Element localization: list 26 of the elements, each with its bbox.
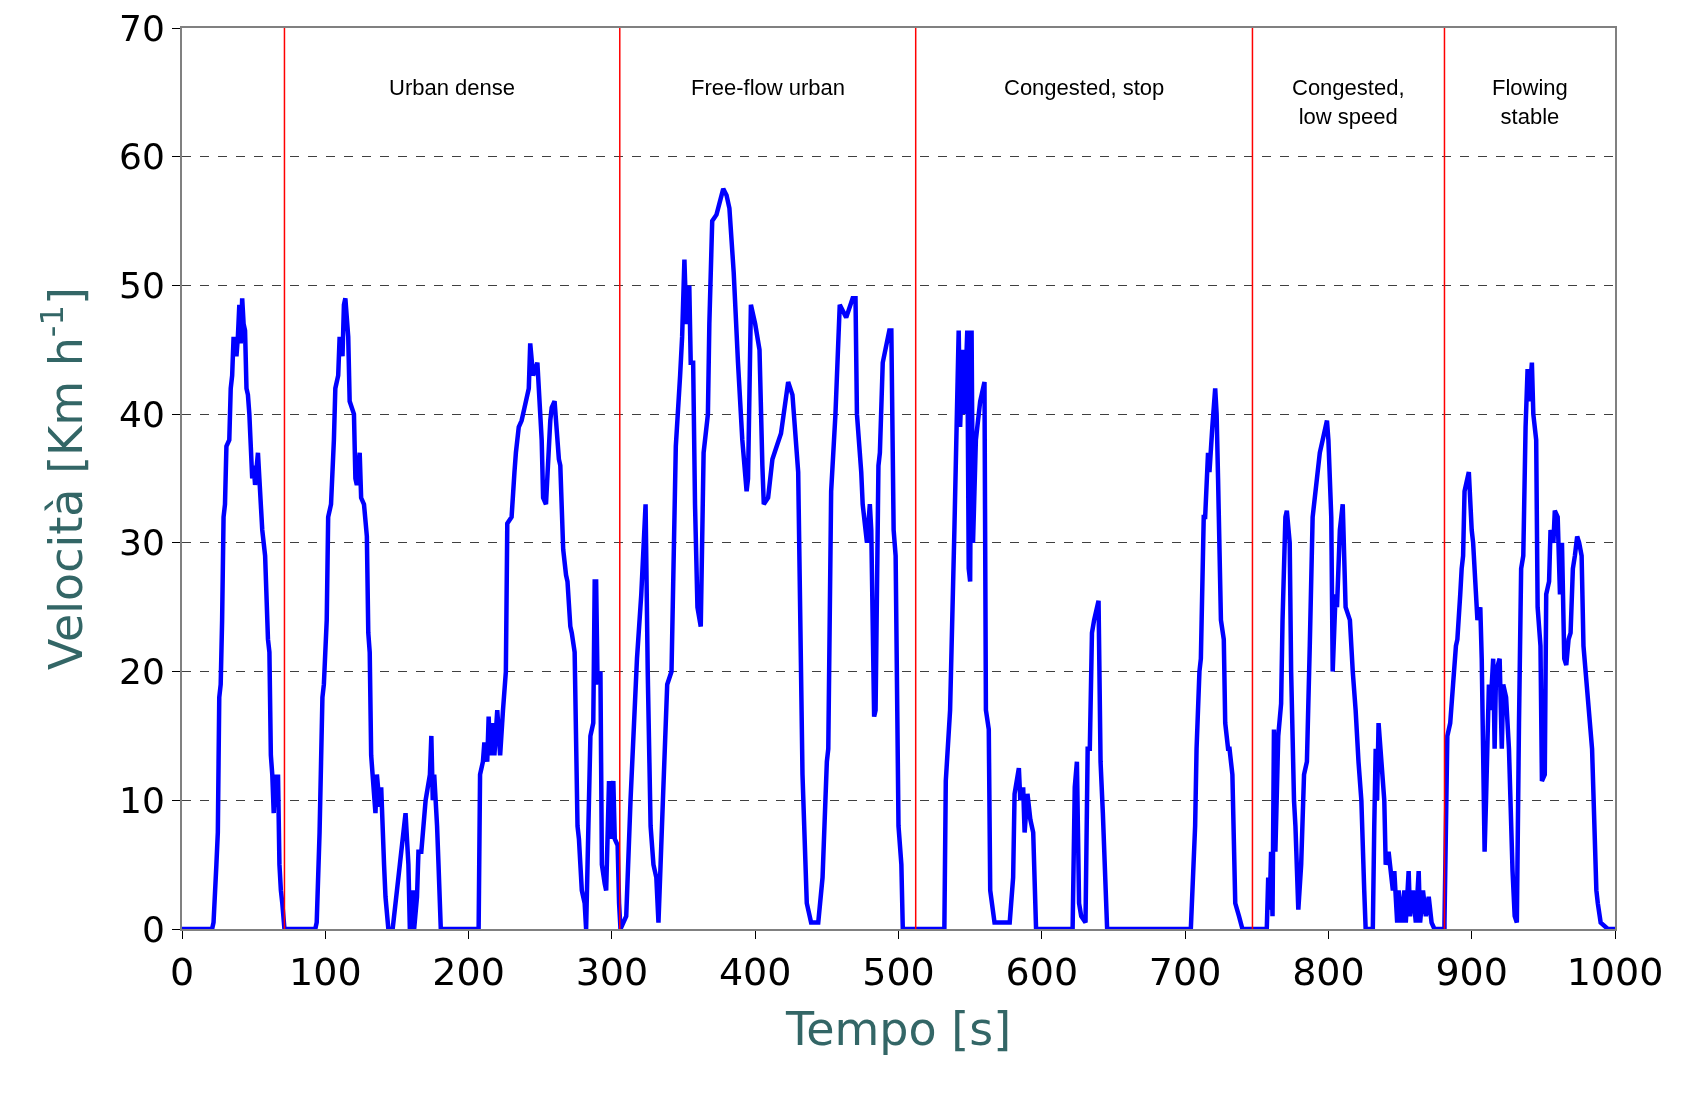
x-tick-label: 100	[289, 949, 362, 994]
y-tick-label: 60	[118, 136, 165, 178]
annotation: Free-flow urban	[691, 75, 846, 100]
x-tick-label: 800	[1292, 949, 1365, 994]
x-tick-label: 200	[432, 949, 505, 994]
x-tick-label: 600	[1005, 949, 1079, 994]
y-tick-label: 10	[118, 779, 165, 821]
y-tick-label: 40	[118, 393, 165, 435]
y-tick-label: 50	[118, 265, 165, 307]
annotation: Congested, low speed	[1292, 75, 1405, 129]
y-tick-label: 70	[118, 7, 165, 49]
x-tick-label: 300	[575, 949, 649, 994]
x-axis-title: Tempo [s]	[784, 1001, 1012, 1056]
annotation: Congested, stop	[1004, 75, 1165, 100]
y-tick-label: 30	[118, 522, 165, 564]
line-series	[182, 186, 1615, 929]
y-tick-label: 0	[141, 908, 165, 950]
x-tick-label: 500	[862, 949, 935, 994]
y-tick-label: 20	[118, 651, 165, 693]
x-tick-label: 0	[169, 949, 195, 994]
x-tick-label: 700	[1148, 949, 1222, 994]
annotation: Flowing stable	[1492, 75, 1568, 129]
annotation: Urban dense	[389, 75, 515, 100]
x-tick-label: 1000	[1566, 949, 1664, 994]
x-tick-label: 900	[1435, 949, 1508, 994]
x-tick-label: 400	[718, 949, 792, 994]
